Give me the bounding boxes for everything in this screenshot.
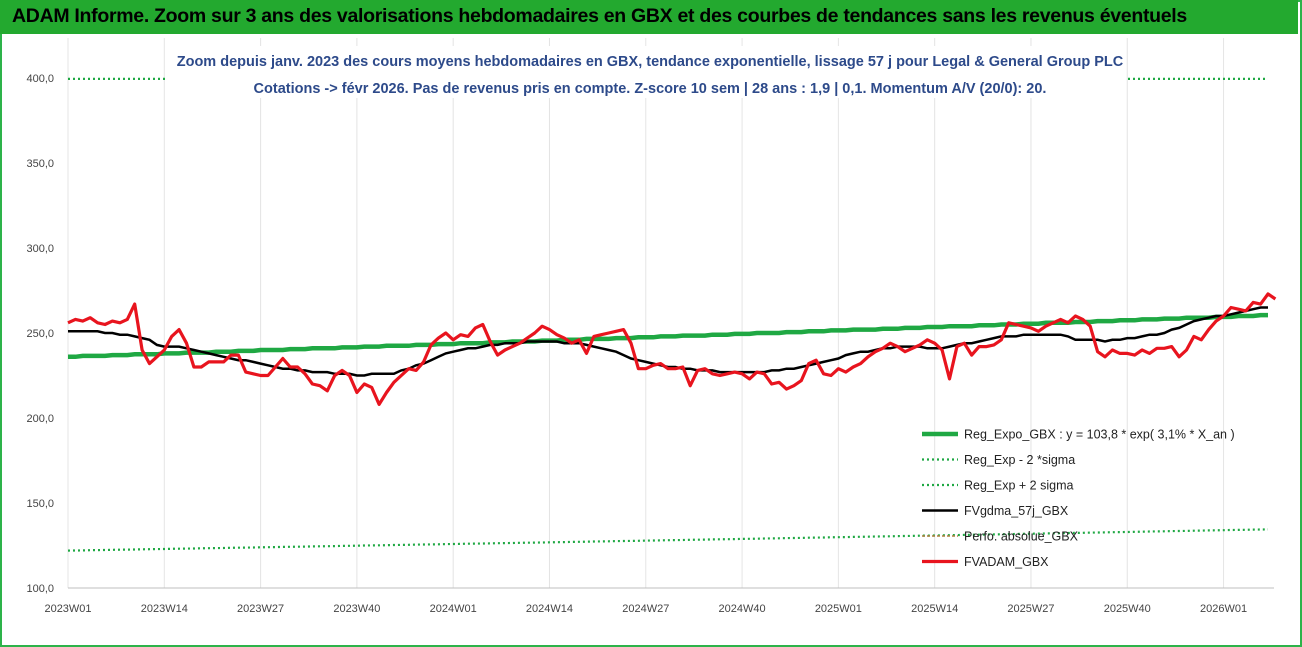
chart-title-line2: Cotations -> févr 2026. Pas de revenus p… [254,81,1047,97]
x-tick-label: 2023W27 [237,603,284,615]
x-tick-label: 2023W40 [333,603,380,615]
legend-item-fvgdma-label: FVgdma_57j_GBX [964,504,1069,518]
x-tick-label: 2024W40 [719,603,766,615]
title-backdrop [165,46,1125,98]
y-tick-label: 350,0 [26,158,54,170]
x-tick-label: 2024W27 [622,603,669,615]
legend-item-fvadam-label: FVADAM_GBX [964,555,1049,569]
y-tick-label: 150,0 [26,498,54,510]
legend-item-sigma-minus-label: Reg_Exp - 2 *sigma [964,453,1075,467]
y-tick-label: 400,0 [26,73,54,85]
x-tick-label: 2024W01 [430,603,477,615]
page-title-banner: ADAM Informe. Zoom sur 3 ans des valoris… [0,0,1298,34]
y-tick-label: 250,0 [26,328,54,340]
legend: Reg_Expo_GBX : y = 103,8 * exp( 3,1% * X… [922,428,1235,569]
x-tick-label: 2025W01 [815,603,862,615]
x-tick-label: 2023W14 [141,603,188,615]
series-lines [67,77,1277,552]
y-tick-label: 100,0 [26,583,54,595]
y-tick-label: 300,0 [26,243,54,255]
page-title: ADAM Informe. Zoom sur 3 ans des valoris… [12,5,1187,27]
x-tick-label: 2025W14 [911,603,958,615]
fvgdma-57j-line [68,306,1268,377]
legend-item-sigma-plus-label: Reg_Exp + 2 sigma [964,479,1073,493]
x-tick-label: 2025W27 [1007,603,1054,615]
x-tick-label: 2026W01 [1200,603,1247,615]
reg-expo-line [68,312,1268,360]
grid-lines [67,38,1225,588]
legend-item-perfo-label: Perfo. absolue_GBX [964,530,1079,544]
chart-title-line1: Zoom depuis janv. 2023 des cours moyens … [177,54,1124,70]
x-tick-label: 2024W14 [526,603,573,615]
y-axis: 100,0 150,0 200,0 250,0 300,0 350,0 400,0 [26,73,54,595]
reg-exp-minus-2sigma-line [67,528,1269,552]
x-axis: 2023W01 2023W14 2023W27 2023W40 2024W01 2024W… [44,587,1274,615]
y-tick-label: 200,0 [26,413,54,425]
fvadam-line [67,292,1277,406]
legend-item-reg-expo-label: Reg_Expo_GBX : y = 103,8 * exp( 3,1% * X… [964,428,1235,442]
x-tick-label: 2023W01 [44,603,91,615]
x-tick-label: 2025W40 [1104,603,1151,615]
